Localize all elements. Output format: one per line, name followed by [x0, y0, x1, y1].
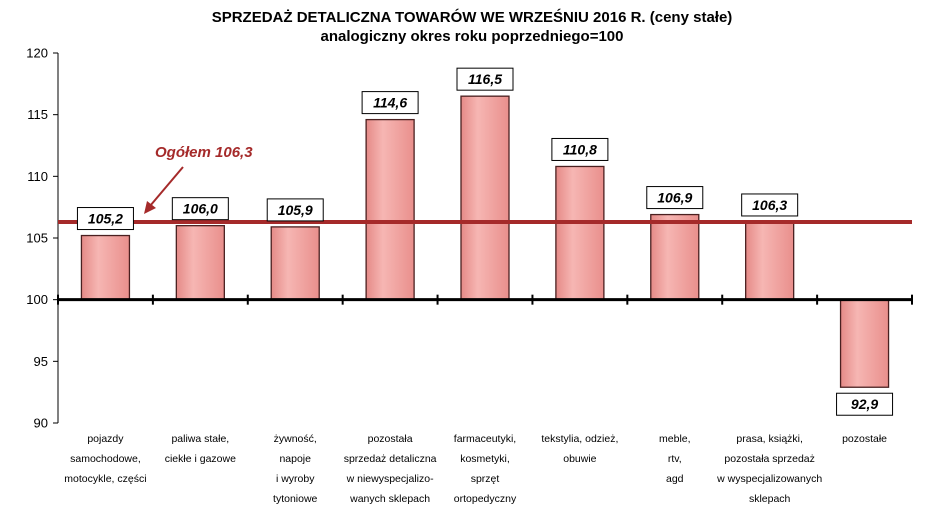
bar: [175, 225, 225, 301]
category-label: pojazdy: [87, 433, 124, 445]
bars: [80, 95, 890, 388]
y-tick-label: 100: [26, 292, 48, 307]
category-label: napoje: [279, 453, 311, 465]
data-label: 106,3: [752, 197, 787, 213]
category-labels: pojazdy samochodowe, motocykle, części pali…: [64, 433, 887, 505]
category-label: ciekłe i gazowe: [165, 453, 236, 465]
data-label: 106,9: [657, 190, 692, 206]
category-label: ortopedyczny: [454, 493, 517, 505]
category-label: farmaceutyki,: [454, 433, 516, 445]
category-label: sklepach: [749, 493, 791, 505]
y-tick-label: 120: [26, 46, 48, 61]
category-label: sprzęt: [471, 473, 500, 485]
category-label: rtv,: [668, 453, 682, 465]
bar: [555, 165, 605, 301]
category-label: agd: [666, 473, 684, 485]
y-tick-label: 115: [27, 107, 48, 122]
category-label: paliwa stałe,: [171, 433, 229, 445]
category-label: tytoniowe: [273, 493, 318, 505]
data-label: 116,5: [468, 71, 502, 87]
reference-arrow-head: [144, 201, 156, 214]
bar: [460, 95, 510, 301]
data-label: 106,0: [183, 201, 218, 217]
category-label: pozostała sprzedaż: [724, 453, 814, 465]
data-label-box: [741, 193, 799, 217]
data-label-box: [76, 207, 134, 231]
y-axis: 90 95 100 105 110 115 120: [26, 46, 59, 431]
bar: [80, 234, 131, 301]
reference-line-group: Ogółem 106,3: [58, 144, 912, 224]
data-label: 92,9: [851, 396, 878, 412]
category-label: motocykle, części: [64, 473, 146, 485]
data-label-box: [171, 197, 229, 221]
category-label: prasa, książki,: [736, 433, 803, 445]
data-label: 105,2: [88, 211, 123, 227]
data-label: 105,9: [278, 202, 313, 218]
category-label: samochodowe,: [70, 453, 141, 465]
bar: [650, 213, 700, 301]
y-tick-label: 90: [34, 416, 48, 431]
chart-title: SPRZEDAŻ DETALICZNA TOWARÓW WE WRZEŚNIU …: [212, 8, 733, 26]
category-label: meble,: [659, 433, 691, 445]
bar: [365, 118, 415, 301]
data-label-box: [551, 137, 609, 161]
data-label-box: [266, 198, 324, 222]
data-label-box: [646, 186, 704, 210]
data-label-box: [456, 67, 514, 91]
category-label: pozostała: [368, 433, 413, 445]
data-labels: 105,2 106,0 105,9 114,6 116,5 110,8 106,9 106,3…: [76, 67, 894, 416]
category-label: wanych sklepach: [349, 493, 430, 505]
y-tick-label: 110: [27, 169, 48, 184]
category-label: kosmetyki,: [460, 453, 510, 465]
bar: [745, 221, 795, 301]
category-label: obuwie: [563, 453, 596, 465]
category-label: pozostałe: [842, 433, 887, 445]
data-label: 110,8: [563, 141, 597, 157]
category-label: tekstylia, odzież,: [541, 433, 618, 445]
category-label: w wyspecjalizowanych: [716, 473, 822, 485]
data-label-box: [836, 392, 894, 416]
category-label: i wyroby: [276, 473, 315, 485]
data-label-box: [361, 91, 419, 115]
data-label: 114,6: [373, 95, 407, 111]
category-label: sprzedaż detaliczna: [344, 453, 437, 465]
reference-line-label: Ogółem 106,3: [155, 144, 253, 161]
y-tick-label: 105: [26, 231, 48, 246]
y-tick-label: 95: [34, 354, 48, 369]
bar: [270, 226, 320, 301]
category-label: w niewyspecjalizo-: [346, 473, 434, 485]
chart-subtitle: analogiczny okres roku poprzedniego=100: [320, 28, 623, 45]
reference-arrow-shaft: [149, 166, 184, 207]
category-label: żywność,: [274, 433, 317, 445]
bar: [839, 299, 890, 388]
x-axis: [57, 294, 913, 305]
